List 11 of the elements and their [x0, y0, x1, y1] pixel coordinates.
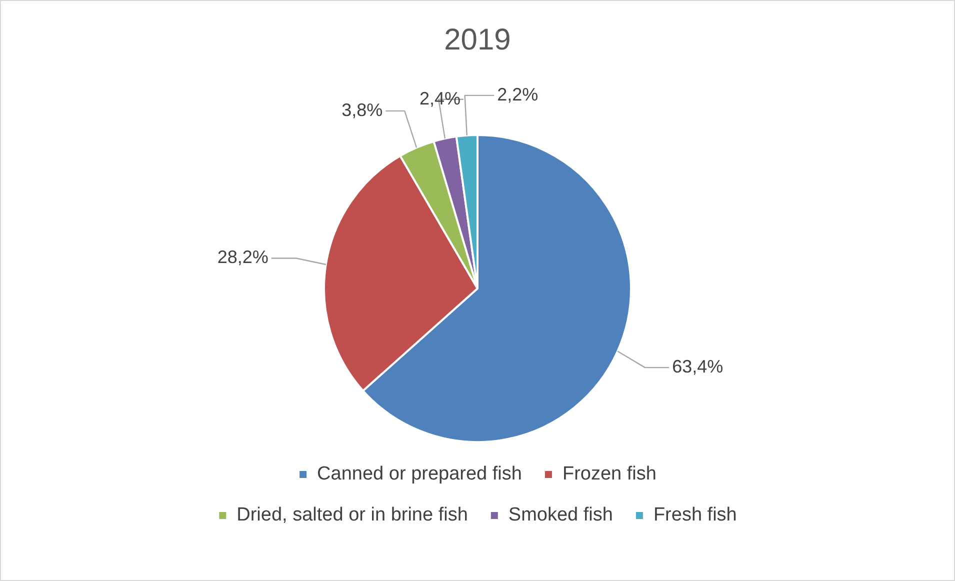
legend-label: Smoked fish [508, 504, 613, 526]
data-label: 3,8% [342, 100, 383, 120]
data-label: 2,4% [419, 88, 460, 108]
legend-label: Fresh fish [653, 504, 737, 526]
legend-label: Canned or prepared fish [317, 464, 522, 485]
data-label: 2,2% [497, 84, 538, 104]
data-label: 28,2% [217, 247, 268, 268]
chart-title: 2019 [444, 23, 511, 56]
legend-label: Dried, salted or in brine fish [236, 504, 468, 526]
data-label: 63,4% [672, 356, 724, 377]
legend-label: Frozen fish [562, 464, 656, 485]
